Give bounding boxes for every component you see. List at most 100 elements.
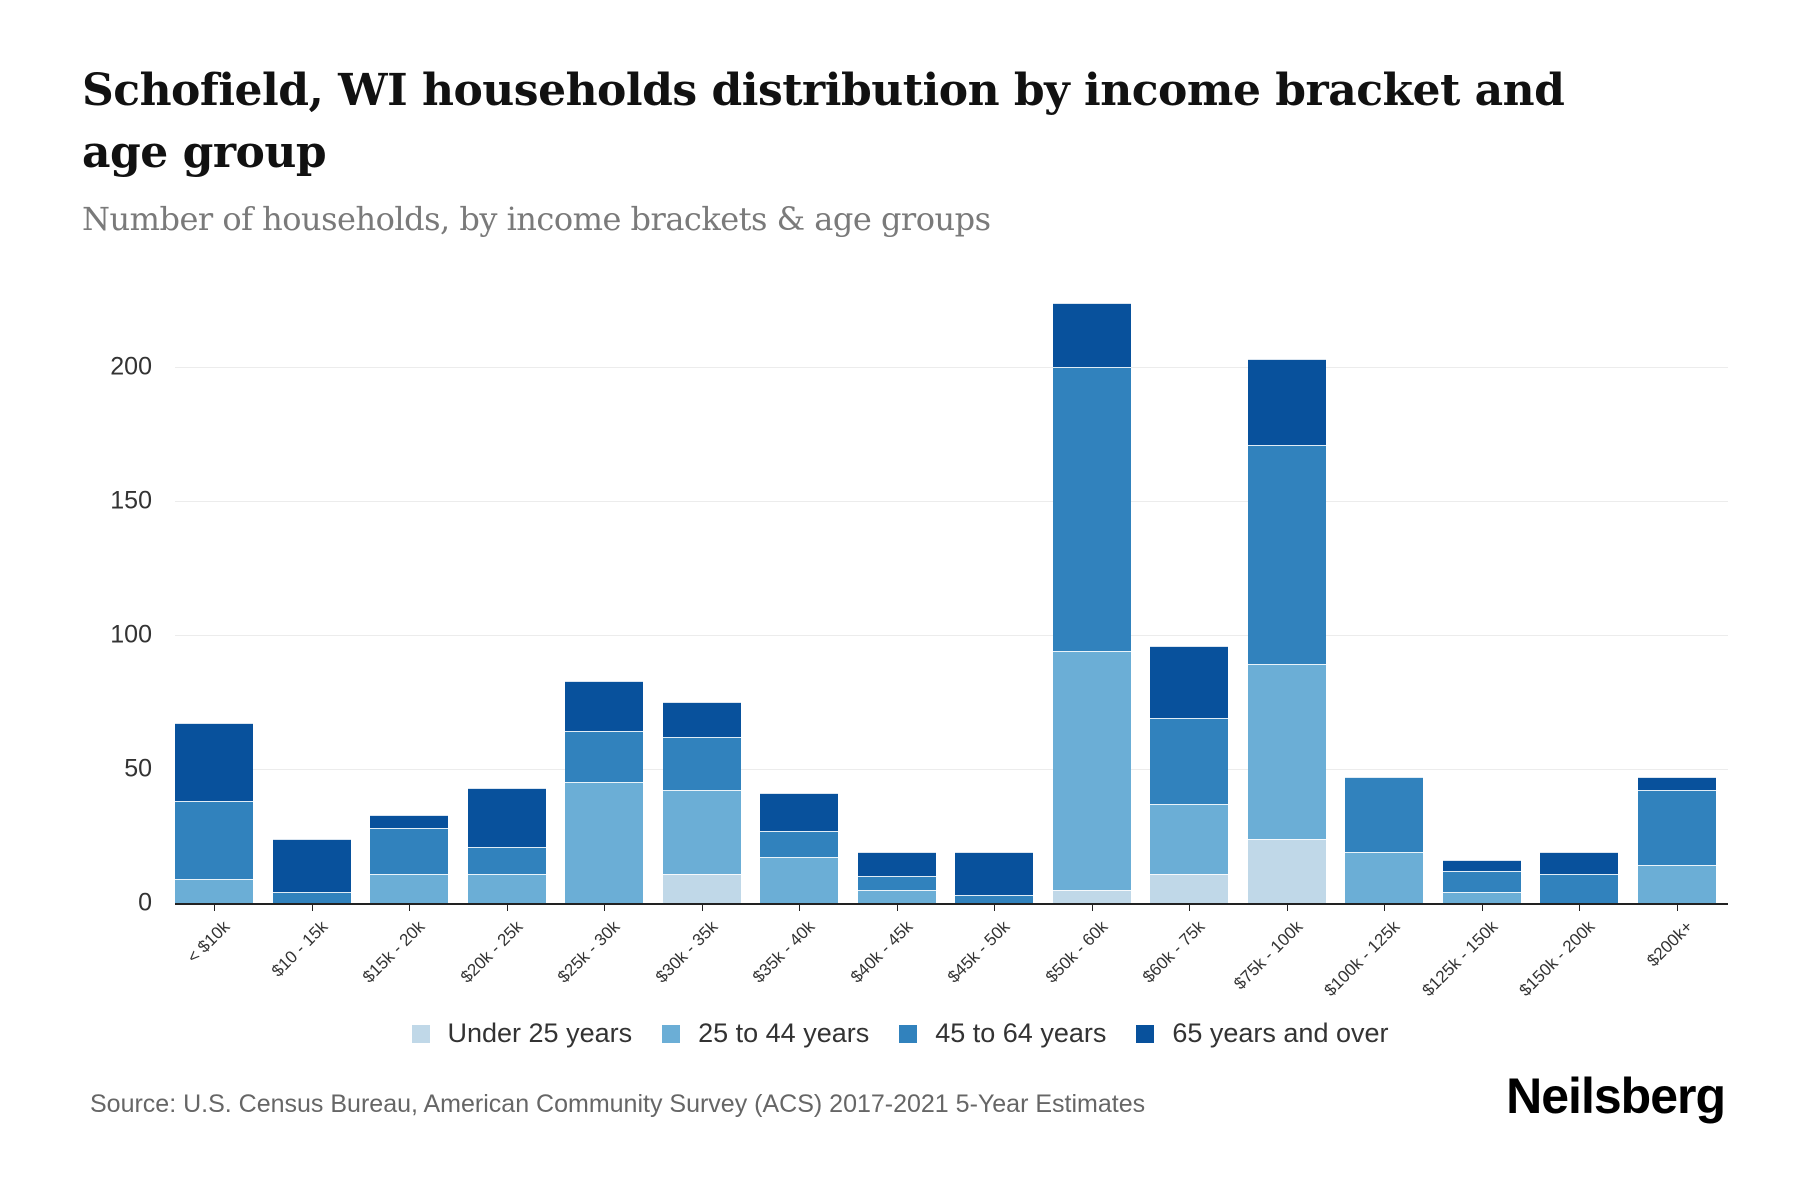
bar-segment[interactable] xyxy=(760,830,838,858)
legend: Under 25 years 25 to 44 years 45 to 64 yea… xyxy=(0,1018,1800,1049)
legend-item[interactable]: 65 years and over xyxy=(1136,1018,1389,1049)
bar-stack[interactable] xyxy=(1442,860,1521,903)
bar-segment[interactable] xyxy=(370,827,448,874)
bar-segment[interactable] xyxy=(1052,651,1131,890)
bar-stack[interactable] xyxy=(175,723,253,903)
bar-segment[interactable] xyxy=(467,787,546,847)
bar-segment[interactable] xyxy=(662,790,741,874)
x-tick-mark xyxy=(506,905,508,911)
bar-segment[interactable] xyxy=(1150,873,1228,903)
bar-segment[interactable] xyxy=(370,873,448,903)
bar-segment[interactable] xyxy=(760,857,838,903)
x-tick-label: $150k - 200k xyxy=(1515,917,1599,1000)
bar-segment[interactable] xyxy=(1637,777,1716,791)
legend-item[interactable]: 25 to 44 years xyxy=(662,1018,869,1049)
bar-stack[interactable] xyxy=(1052,302,1131,903)
legend-swatch-icon xyxy=(411,1024,430,1043)
bar-segment[interactable] xyxy=(1150,718,1228,804)
x-tick-label: $25k - 30k xyxy=(553,917,624,987)
bar-stack[interactable] xyxy=(1637,777,1716,903)
bar-stack[interactable] xyxy=(1345,777,1423,903)
bar-segment[interactable] xyxy=(1052,367,1131,652)
bar-segment[interactable] xyxy=(467,846,546,874)
bar-stack[interactable] xyxy=(1540,852,1618,903)
bar-segment[interactable] xyxy=(467,873,546,903)
x-axis-line xyxy=(175,903,1728,905)
bar-segment[interactable] xyxy=(662,702,741,737)
bar-segment[interactable] xyxy=(175,723,253,802)
gridline xyxy=(175,769,1728,770)
bar-segment[interactable] xyxy=(1247,838,1326,903)
legend-swatch-icon xyxy=(662,1024,681,1043)
legend-item[interactable]: 45 to 64 years xyxy=(899,1018,1106,1049)
x-tick-mark xyxy=(409,905,410,911)
legend-item[interactable]: Under 25 years xyxy=(411,1018,633,1049)
bar-stack[interactable] xyxy=(760,793,838,903)
x-tick-label: $10 - 15k xyxy=(267,917,331,981)
x-tick-label: $40k - 45k xyxy=(846,917,916,987)
x-tick-label: $20k - 25k xyxy=(456,917,526,987)
bar-segment[interactable] xyxy=(1345,852,1423,903)
bar-stack[interactable] xyxy=(565,680,643,903)
bar-segment[interactable] xyxy=(1442,860,1521,871)
bar-segment[interactable] xyxy=(1637,790,1716,866)
x-tick-mark xyxy=(214,905,215,911)
bar-segment[interactable] xyxy=(1150,803,1228,874)
bar-segment[interactable] xyxy=(565,680,643,732)
bar-segment[interactable] xyxy=(1637,865,1716,903)
bar-segment[interactable] xyxy=(955,894,1033,903)
bar-segment[interactable] xyxy=(565,731,643,783)
bar-segment[interactable] xyxy=(857,889,936,903)
bar-segment[interactable] xyxy=(1540,873,1618,903)
bar-stack[interactable] xyxy=(467,787,546,903)
x-tick-label: $30k - 35k xyxy=(651,917,721,987)
bar-segment[interactable] xyxy=(1150,645,1228,719)
legend-swatch-icon xyxy=(1136,1024,1155,1043)
bar-segment[interactable] xyxy=(1247,444,1326,665)
x-tick-mark xyxy=(1579,905,1580,911)
bar-segment[interactable] xyxy=(955,852,1033,895)
bar-segment[interactable] xyxy=(272,838,351,893)
bar-stack[interactable] xyxy=(1150,645,1228,903)
x-tick-label: $35k - 40k xyxy=(748,917,819,987)
chart-title: Schofield, WI households distribution by… xyxy=(82,65,1565,178)
bar-segment[interactable] xyxy=(1345,777,1423,853)
bar-stack[interactable] xyxy=(955,852,1033,903)
bar-segment[interactable] xyxy=(1442,870,1521,893)
x-tick-mark xyxy=(1384,905,1385,911)
bar-stack[interactable] xyxy=(1247,358,1326,903)
bar-segment[interactable] xyxy=(1540,852,1618,874)
bar-segment[interactable] xyxy=(1247,664,1326,839)
bar-stack[interactable] xyxy=(370,814,448,903)
bar-segment[interactable] xyxy=(565,782,643,903)
chart-subtitle: Number of households, by income brackets… xyxy=(82,200,991,238)
x-tick-mark xyxy=(604,905,605,911)
bar-stack[interactable] xyxy=(857,852,936,903)
bar-segment[interactable] xyxy=(175,878,253,903)
y-tick-label: 50 xyxy=(124,754,152,783)
legend-label: Under 25 years xyxy=(447,1018,633,1048)
legend-label: 65 years and over xyxy=(1172,1018,1389,1048)
bar-segment[interactable] xyxy=(272,892,351,903)
bar-segment[interactable] xyxy=(760,793,838,831)
x-tick-mark xyxy=(1286,905,1288,911)
bar-segment[interactable] xyxy=(1052,302,1131,367)
bar-segment[interactable] xyxy=(857,876,936,890)
bar-segment[interactable] xyxy=(1442,892,1521,903)
x-tick-mark xyxy=(1481,905,1483,911)
neilsberg-logo: Neilsberg xyxy=(1506,1068,1726,1124)
x-tick-label: $50k - 60k xyxy=(1041,917,1111,987)
bar-segment[interactable] xyxy=(1052,889,1131,903)
x-tick-mark xyxy=(1189,905,1190,911)
bar-stack[interactable] xyxy=(662,702,741,903)
bar-segment[interactable] xyxy=(662,873,741,903)
bar-segment[interactable] xyxy=(1247,358,1326,445)
bar-segment[interactable] xyxy=(370,814,448,828)
bar-segment[interactable] xyxy=(175,801,253,879)
bar-segment[interactable] xyxy=(662,736,741,791)
bar-stack[interactable] xyxy=(272,838,351,903)
bar-segment[interactable] xyxy=(857,852,936,877)
x-tick-mark xyxy=(799,905,800,911)
source-note: Source: U.S. Census Bureau, American Com… xyxy=(90,1090,1146,1118)
